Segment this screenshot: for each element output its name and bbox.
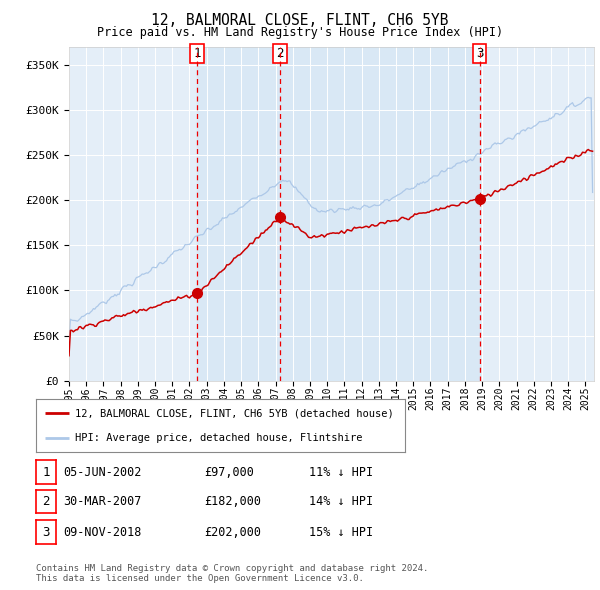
Text: Contains HM Land Registry data © Crown copyright and database right 2024.
This d: Contains HM Land Registry data © Crown c…: [36, 563, 428, 583]
Text: 05-JUN-2002: 05-JUN-2002: [63, 466, 142, 478]
Text: HPI: Average price, detached house, Flintshire: HPI: Average price, detached house, Flin…: [75, 432, 362, 442]
Text: £202,000: £202,000: [204, 526, 261, 539]
Text: 14% ↓ HPI: 14% ↓ HPI: [309, 495, 373, 508]
Text: £182,000: £182,000: [204, 495, 261, 508]
Text: 12, BALMORAL CLOSE, FLINT, CH6 5YB (detached house): 12, BALMORAL CLOSE, FLINT, CH6 5YB (deta…: [75, 408, 394, 418]
Text: 15% ↓ HPI: 15% ↓ HPI: [309, 526, 373, 539]
Bar: [280, 47, 479, 381]
Bar: [197, 47, 280, 381]
Text: 30-MAR-2007: 30-MAR-2007: [63, 495, 142, 508]
Text: £97,000: £97,000: [204, 466, 254, 478]
Text: Price paid vs. HM Land Registry's House Price Index (HPI): Price paid vs. HM Land Registry's House …: [97, 26, 503, 39]
Text: 1: 1: [193, 47, 200, 60]
Text: 3: 3: [476, 47, 483, 60]
Text: 3: 3: [42, 526, 50, 539]
Text: 12, BALMORAL CLOSE, FLINT, CH6 5YB: 12, BALMORAL CLOSE, FLINT, CH6 5YB: [151, 13, 449, 28]
Text: 09-NOV-2018: 09-NOV-2018: [63, 526, 142, 539]
Text: 1: 1: [42, 466, 50, 478]
Text: 2: 2: [42, 495, 50, 508]
Text: 2: 2: [276, 47, 283, 60]
Text: 11% ↓ HPI: 11% ↓ HPI: [309, 466, 373, 478]
